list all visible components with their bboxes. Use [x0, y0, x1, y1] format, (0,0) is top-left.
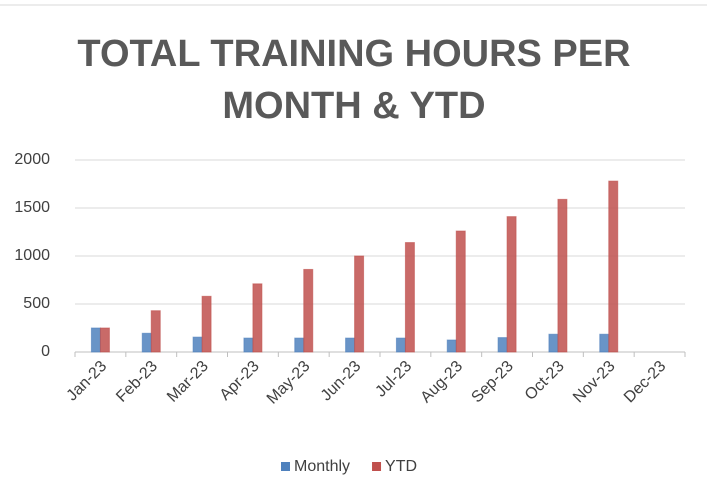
bar [141, 332, 152, 353]
bar [608, 180, 619, 353]
bar [252, 283, 263, 353]
legend-label: YTD [385, 458, 417, 475]
x-tick-label: Jul-23 [372, 358, 415, 401]
x-tick-label: Dec-23 [621, 358, 670, 407]
bar [150, 310, 161, 353]
y-tick-label: 0 [41, 343, 50, 360]
x-tick-label: Oct-23 [522, 358, 568, 404]
bar [90, 327, 101, 353]
bar [395, 337, 406, 353]
legend-swatch [372, 462, 382, 471]
bar [497, 337, 508, 353]
x-tick-label: Feb-23 [113, 358, 161, 406]
legend-label: Monthly [294, 458, 350, 475]
bar [303, 268, 314, 353]
x-tick-label: Apr-23 [217, 358, 263, 404]
x-tick-label: Jan-23 [64, 358, 111, 405]
bar [455, 230, 466, 353]
bar [354, 255, 365, 353]
bar [345, 337, 356, 353]
y-tick-label: 500 [23, 295, 50, 312]
bar [192, 336, 203, 353]
bar [506, 216, 517, 353]
bar [404, 242, 415, 353]
chart-title: TOTAL TRAINING HOURS PER MONTH & YTD [77, 33, 631, 127]
y-tick-label: 1500 [14, 199, 50, 216]
bar [201, 295, 212, 353]
bar [446, 339, 457, 353]
legend-swatch [281, 462, 290, 471]
y-tick-label: 1000 [14, 247, 50, 264]
bar [99, 327, 110, 353]
x-tick-label: May-23 [264, 358, 314, 408]
bar [294, 337, 305, 353]
x-tick-label: Sep-23 [468, 358, 517, 407]
bar [548, 333, 559, 353]
bar [243, 337, 254, 353]
x-tick-label: Jun-23 [318, 358, 365, 405]
y-tick-label: 2000 [14, 151, 50, 168]
x-tick-label: Mar-23 [164, 358, 212, 406]
bar [557, 198, 568, 353]
x-tick-label: Nov-23 [570, 358, 619, 407]
bar [599, 333, 610, 353]
x-tick-label: Aug-23 [418, 358, 467, 407]
